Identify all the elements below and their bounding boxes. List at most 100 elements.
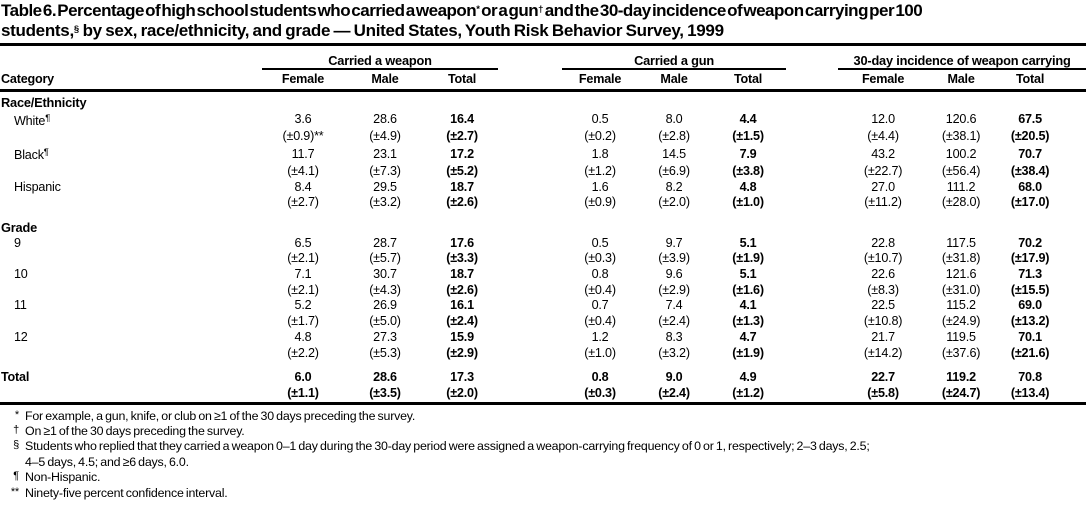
ci-cell: (±1.2)	[732, 385, 764, 400]
row-label-cell: Black¶	[0, 145, 262, 164]
ci-cell: (±7.3)	[369, 163, 401, 178]
section-heading: Race/Ethnicity	[1, 95, 87, 110]
value-cell: 70.7	[1018, 146, 1042, 161]
value-cell: 5.1	[739, 235, 757, 250]
value-cell: 17.6	[450, 235, 474, 250]
column-header-row: Category Female Male Total Female Male Total Fe…	[0, 69, 1086, 92]
value-cell: 16.4	[450, 112, 474, 127]
row-label: Hispanic	[14, 179, 61, 194]
ci-cell: (±21.6)	[1010, 345, 1050, 360]
column-gap	[498, 251, 562, 267]
row-label-cell: Hispanic	[0, 180, 262, 196]
ci-cell: (±2.7)	[446, 129, 478, 144]
footnote-text-line: Students who replied that they carried a…	[25, 439, 870, 454]
value-cell: 27.3	[373, 329, 397, 344]
ci-cell: (±2.7)	[287, 195, 319, 210]
row-label-cell: 10	[0, 267, 262, 283]
footnote-marker: †	[13, 424, 19, 437]
value-cell: 115.2	[946, 298, 976, 313]
table-row: Hispanic 8.4 29.5 18.7 1.6 8.2 4.8 27.0 111.2 68.…	[0, 180, 1086, 196]
table-row: Black¶ 11.7 23.1 17.2 1.8 14.5 7.9 43.2 100.2 70.…	[0, 145, 1086, 164]
ci-cell: (±5.2)	[446, 163, 478, 178]
ci-cell: (±8.3)	[867, 282, 899, 297]
ci-cell: (±31.8)	[941, 251, 981, 266]
column-gap	[786, 180, 838, 196]
column-gap	[786, 164, 838, 180]
ci-cell: (±0.3)	[584, 251, 616, 266]
value-cell: 70.1	[1018, 329, 1042, 344]
value-cell: 27.0	[871, 179, 895, 194]
column-header: Male	[344, 69, 426, 92]
title-footnote-marker: *	[476, 4, 480, 15]
section-heading-row: Race/Ethnicity	[0, 91, 1086, 111]
column-header: Female	[562, 69, 639, 92]
row-label-cell	[0, 386, 262, 403]
value-cell: 8.2	[665, 179, 683, 194]
right-edge-spacer	[1066, 111, 1086, 130]
value-cell: 28.6	[373, 370, 397, 385]
value-cell: 120.6	[945, 112, 977, 127]
value-cell: 1.2	[591, 329, 609, 344]
footnote-text-line: Non-Hispanic.	[25, 470, 101, 485]
table-head: Carried a weapon Carried a gun 30-day inci…	[0, 46, 1086, 92]
value-cell: 4.7	[739, 329, 757, 344]
ci-cell: (±2.9)	[446, 345, 478, 360]
value-cell: 4.1	[739, 298, 757, 313]
value-cell: 22.7	[871, 370, 895, 385]
ci-cell: (±2.4)	[658, 314, 690, 329]
value-cell: 8.4	[294, 179, 312, 194]
ci-cell: (±5.7)	[369, 251, 401, 266]
ci-cell: (±3.2)	[369, 195, 401, 210]
ci-cell: (±38.1)	[941, 129, 981, 144]
ci-cell: (±28.0)	[941, 195, 981, 210]
row-label: 10	[14, 267, 28, 282]
right-edge-spacer	[1066, 69, 1086, 92]
column-gap	[498, 386, 562, 403]
column-gap	[786, 283, 838, 299]
table-row: 9 6.5 28.7 17.6 0.5 9.7 5.1 22.8 117.5 70.2	[0, 236, 1086, 252]
footnote-text: Ninety-five percent confidence interval.	[25, 486, 1086, 501]
value-cell: 68.0	[1018, 179, 1042, 194]
value-cell: 17.3	[450, 370, 474, 385]
ci-cell: (±0.4)	[584, 314, 616, 329]
ci-row: (±2.7) (±3.2) (±2.6) (±0.9) (±2.0) (±1.0) (±11…	[0, 195, 1086, 211]
value-cell: 14.5	[662, 146, 686, 161]
column-gap	[786, 267, 838, 283]
ci-row: (±2.1) (±4.3) (±2.6) (±0.4) (±2.9) (±1.6) (±8.…	[0, 283, 1086, 299]
table-row: White¶ 3.6 28.6 16.4 0.5 8.0 4.4 12.0 120.6 67.5	[0, 111, 1086, 130]
row-label: White	[14, 113, 46, 128]
value-cell: 111.2	[946, 179, 976, 194]
value-cell: 0.5	[591, 112, 609, 127]
footnotes: * For example, a gun, knife, or club on ≥…	[0, 405, 1086, 501]
ci-cell: (±0.9)**	[282, 129, 324, 144]
right-edge-spacer	[1066, 180, 1086, 196]
value-cell: 22.5	[871, 298, 895, 313]
ci-cell: (±6.9)	[658, 163, 690, 178]
value-cell: 29.5	[373, 179, 397, 194]
value-cell: 67.5	[1018, 112, 1042, 127]
column-gap	[498, 298, 562, 314]
value-cell: 4.8	[739, 179, 757, 194]
ci-row: (±0.9)** (±4.9) (±2.7) (±0.2) (±2.8) (±1.5) (±…	[0, 129, 1086, 145]
group-header-row: Carried a weapon Carried a gun 30-day inci…	[0, 46, 1086, 70]
value-cell: 6.5	[294, 235, 312, 250]
ci-cell: (±2.6)	[446, 195, 478, 210]
ci-cell: (±38.4)	[1010, 163, 1050, 178]
value-cell: 1.8	[591, 146, 609, 161]
ci-cell: (±2.8)	[658, 129, 690, 144]
value-cell: 16.1	[450, 298, 474, 313]
value-cell: 30.7	[373, 267, 397, 282]
table-row: Total 6.0 28.6 17.3 0.8 9.0 4.9 22.7 119.2 70.8	[0, 361, 1086, 386]
value-cell: 9.6	[665, 267, 683, 282]
right-edge-spacer	[1066, 330, 1086, 346]
value-cell: 18.7	[450, 267, 474, 282]
value-cell: 4.9	[739, 370, 757, 385]
title-footnote-marker: †	[538, 4, 544, 15]
ci-cell: (±13.2)	[1010, 314, 1050, 329]
column-gap	[786, 361, 838, 386]
value-cell: 28.6	[373, 112, 397, 127]
row-label-cell	[0, 314, 262, 330]
footnote-marker: *	[14, 408, 19, 421]
value-cell: 119.5	[946, 329, 976, 344]
